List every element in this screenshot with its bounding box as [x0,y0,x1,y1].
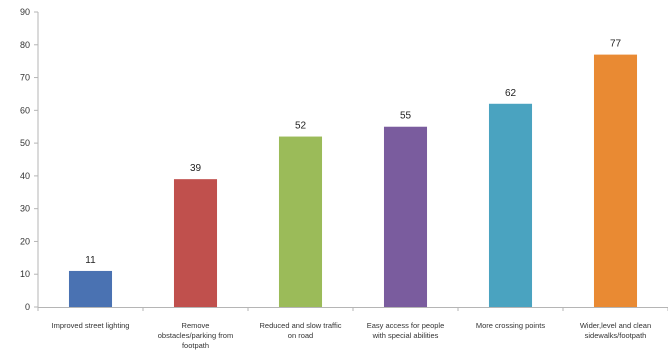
category-label: on road [288,331,313,340]
category-label: Easy access for people [367,321,445,330]
bar [173,179,218,307]
data-label: 62 [505,88,517,99]
y-tick-label: 60 [20,105,30,115]
y-tick-label: 90 [20,7,30,17]
category-label: Reduced and slow traffic [260,321,342,330]
data-label: 55 [400,111,412,122]
category-label: Remove [182,321,210,330]
category-label: footpath [182,341,209,350]
bar [68,270,113,307]
data-label: 52 [295,121,307,132]
y-tick-label: 50 [20,138,30,148]
bar [488,103,533,308]
y-tick-label: 70 [20,73,30,83]
y-tick-label: 80 [20,40,30,50]
category-label: More crossing points [476,321,545,330]
data-label: 77 [610,39,622,50]
y-tick-label: 10 [20,269,30,279]
category-label: obstacles/parking from [158,331,233,340]
y-tick-label: 30 [20,204,30,214]
data-label: 11 [85,255,96,266]
category-label: with special abilities [372,331,439,340]
bar [383,126,428,307]
y-tick-label: 20 [20,236,30,246]
y-tick-label: 0 [25,302,30,312]
category-label: Wider,level and clean [580,321,651,330]
bar [278,136,323,307]
category-label: sidewalks/footpath [585,331,647,340]
category-label: Improved street lighting [52,321,130,330]
y-tick-label: 40 [20,171,30,181]
bar [593,54,638,307]
data-label: 39 [190,163,202,174]
